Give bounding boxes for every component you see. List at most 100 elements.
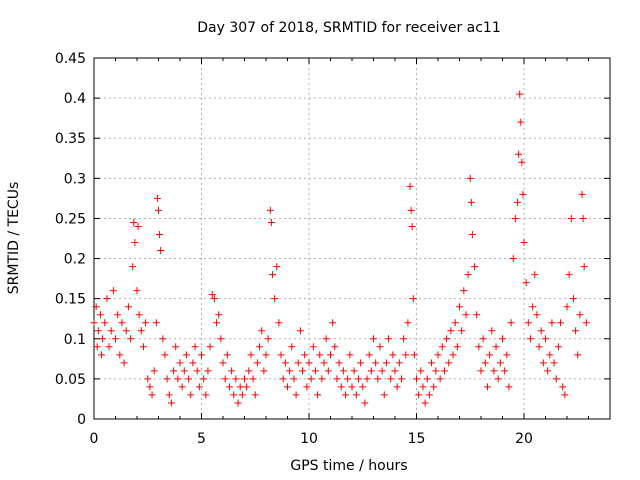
data-point (479, 335, 487, 343)
data-point (449, 351, 457, 359)
data-point (135, 311, 143, 319)
y-tick-label: 0.05 (55, 372, 86, 388)
data-point (150, 367, 158, 375)
data-point (378, 367, 386, 375)
data-point (165, 391, 173, 399)
data-point (507, 319, 515, 327)
data-point (503, 351, 511, 359)
data-point (456, 303, 463, 311)
data-point (139, 343, 147, 351)
data-point (468, 230, 476, 238)
data-point (537, 327, 545, 335)
data-point (380, 391, 388, 399)
data-point (167, 399, 175, 407)
data-point (404, 319, 412, 327)
data-point (516, 90, 524, 98)
data-point (176, 359, 184, 367)
data-point (438, 343, 446, 351)
data-point (153, 194, 161, 202)
data-point (101, 319, 109, 327)
data-point (464, 271, 472, 279)
data-point (292, 391, 300, 399)
data-point (460, 287, 468, 295)
data-point (494, 375, 502, 383)
data-point (462, 311, 470, 319)
data-point (217, 335, 225, 343)
data-point (473, 311, 481, 319)
y-tick-label: 0.25 (55, 211, 86, 227)
data-point (359, 383, 367, 391)
data-point (354, 375, 362, 383)
data-point (529, 303, 537, 311)
data-point (256, 343, 264, 351)
data-point (576, 311, 584, 319)
data-point (348, 383, 356, 391)
data-point (266, 206, 274, 214)
data-point (509, 255, 517, 263)
data-point (402, 351, 410, 359)
data-point (92, 303, 100, 311)
data-point (567, 214, 575, 222)
data-point (232, 375, 240, 383)
data-point (148, 391, 156, 399)
data-point (107, 327, 115, 335)
data-point (271, 295, 279, 303)
data-point (352, 391, 360, 399)
data-point (279, 375, 287, 383)
data-point (253, 359, 261, 367)
data-point (363, 375, 371, 383)
data-point (342, 391, 350, 399)
data-point (258, 327, 266, 335)
data-point (208, 291, 216, 299)
data-point (133, 287, 141, 295)
data-point (303, 383, 311, 391)
data-point (453, 343, 461, 351)
data-point (565, 271, 573, 279)
data-point (552, 375, 560, 383)
data-point (574, 351, 582, 359)
plot-frame (93, 57, 611, 420)
data-point (400, 335, 408, 343)
data-point (275, 319, 283, 327)
data-point (249, 375, 257, 383)
data-point (230, 391, 238, 399)
data-point (301, 351, 309, 359)
data-point (236, 383, 244, 391)
data-point (372, 359, 380, 367)
data-point (118, 319, 126, 327)
data-point (200, 375, 208, 383)
data-point (357, 359, 365, 367)
data-point (129, 263, 137, 271)
data-point (440, 367, 448, 375)
data-point (505, 383, 513, 391)
data-point (262, 351, 270, 359)
data-point (159, 335, 167, 343)
data-point (210, 295, 218, 303)
data-point (511, 214, 519, 222)
data-point (267, 218, 275, 226)
data-point (518, 158, 526, 166)
data-point (350, 367, 358, 375)
data-point (387, 375, 395, 383)
data-point (277, 351, 285, 359)
data-point (490, 367, 498, 375)
data-point (161, 351, 169, 359)
data-point (408, 222, 416, 230)
data-point (238, 391, 246, 399)
data-point (99, 335, 107, 343)
data-point (475, 343, 483, 351)
data-point (550, 359, 558, 367)
y-axis-label: SRMTID / TECUs (6, 182, 22, 295)
data-point (367, 367, 375, 375)
data-point (90, 319, 98, 327)
x-tick-label: 20 (515, 431, 533, 447)
data-point (142, 319, 150, 327)
y-tick-label: 0.15 (55, 292, 86, 308)
data-point (268, 271, 276, 279)
data-point (243, 383, 251, 391)
data-point (559, 383, 567, 391)
data-point (569, 295, 577, 303)
data-point (144, 375, 152, 383)
data-point (191, 343, 199, 351)
